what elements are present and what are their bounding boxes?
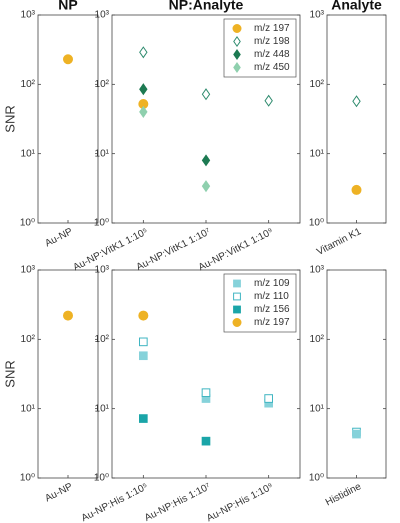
y-tick-label: 10² — [95, 79, 110, 90]
panel-title: NP:Analyte — [169, 0, 244, 13]
data-point — [139, 46, 148, 59]
y-tick-label: 10¹ — [95, 403, 110, 414]
panel-title: Analyte — [331, 0, 382, 13]
y-tick-label: 10¹ — [310, 148, 325, 159]
x-tick-label: Au-NP:His 1:10⁵ — [80, 481, 150, 523]
y-tick-label: 10¹ — [95, 148, 110, 159]
y-tick-label: 10⁰ — [94, 218, 109, 229]
y-axis-label: SNR — [2, 105, 17, 132]
y-tick-label: 10³ — [21, 265, 36, 276]
x-tick-label: Au-NP:His 1:10⁷ — [143, 481, 213, 523]
legend-marker — [233, 49, 241, 60]
data-point — [352, 429, 361, 439]
plot-frame — [326, 269, 387, 479]
data-point — [352, 95, 361, 108]
data-point — [139, 337, 148, 347]
legend-label: m/z 197 — [254, 23, 290, 34]
legend-marker — [233, 36, 241, 47]
y-tick-label: 10¹ — [21, 148, 36, 159]
y-tick-label: 10² — [310, 79, 325, 90]
legend-label: m/z 110 — [254, 291, 289, 302]
legend-label: m/z 198 — [254, 36, 290, 47]
data-point — [63, 54, 73, 65]
data-point — [201, 436, 211, 446]
y-tick-label: 10⁰ — [94, 473, 109, 484]
legend-marker — [233, 292, 241, 301]
y-tick-label: 10² — [21, 334, 36, 345]
y-tick-label: 10³ — [95, 265, 110, 276]
y-tick-label: 10³ — [21, 10, 36, 21]
x-tick-label: Au-NP — [43, 481, 75, 504]
y-tick-label: 10³ — [95, 10, 110, 21]
legend-marker — [233, 62, 241, 73]
data-point — [201, 180, 211, 193]
x-tick-label: Histidine — [324, 481, 364, 508]
data-point — [139, 414, 148, 423]
data-point — [201, 154, 211, 167]
data-point — [139, 83, 148, 96]
legend-label: m/z 450 — [254, 62, 290, 73]
y-tick-label: 10¹ — [310, 403, 325, 414]
y-tick-label: 10³ — [310, 265, 325, 276]
legend-marker — [233, 279, 241, 288]
y-tick-label: 10¹ — [21, 403, 36, 414]
data-point — [201, 388, 211, 398]
data-point — [63, 310, 73, 321]
y-tick-label: 10³ — [310, 10, 325, 21]
y-tick-label: 10² — [310, 334, 325, 345]
legend-marker — [232, 24, 242, 33]
data-point — [264, 394, 273, 403]
panel-title: NP — [58, 0, 77, 13]
legend-label: m/z 448 — [254, 49, 290, 60]
y-tick-label: 10⁰ — [20, 473, 35, 484]
x-tick-label: Au-NP — [43, 226, 75, 249]
y-tick-label: 10⁰ — [309, 218, 324, 229]
legend-label: m/z 197 — [254, 317, 290, 328]
y-axis-label: SNR — [2, 360, 17, 387]
legend-label: m/z 156 — [254, 304, 290, 315]
y-tick-label: 10² — [95, 334, 110, 345]
data-point — [264, 94, 273, 107]
legend-marker — [233, 305, 241, 314]
data-point — [139, 105, 148, 118]
legend-label: m/z 109 — [254, 278, 290, 289]
y-tick-label: 10⁰ — [309, 473, 324, 484]
x-tick-label: Au-NP:His 1:10⁹ — [205, 481, 275, 523]
y-tick-label: 10⁰ — [20, 218, 35, 229]
y-tick-label: 10² — [21, 79, 36, 90]
data-point — [139, 351, 148, 361]
plot-frame — [37, 269, 99, 479]
x-tick-label: Vitamin K1 — [315, 226, 363, 258]
plot-frame — [37, 14, 99, 224]
data-point — [351, 184, 362, 195]
legend-marker — [232, 318, 242, 327]
data-point — [201, 88, 211, 101]
data-point — [138, 310, 149, 321]
